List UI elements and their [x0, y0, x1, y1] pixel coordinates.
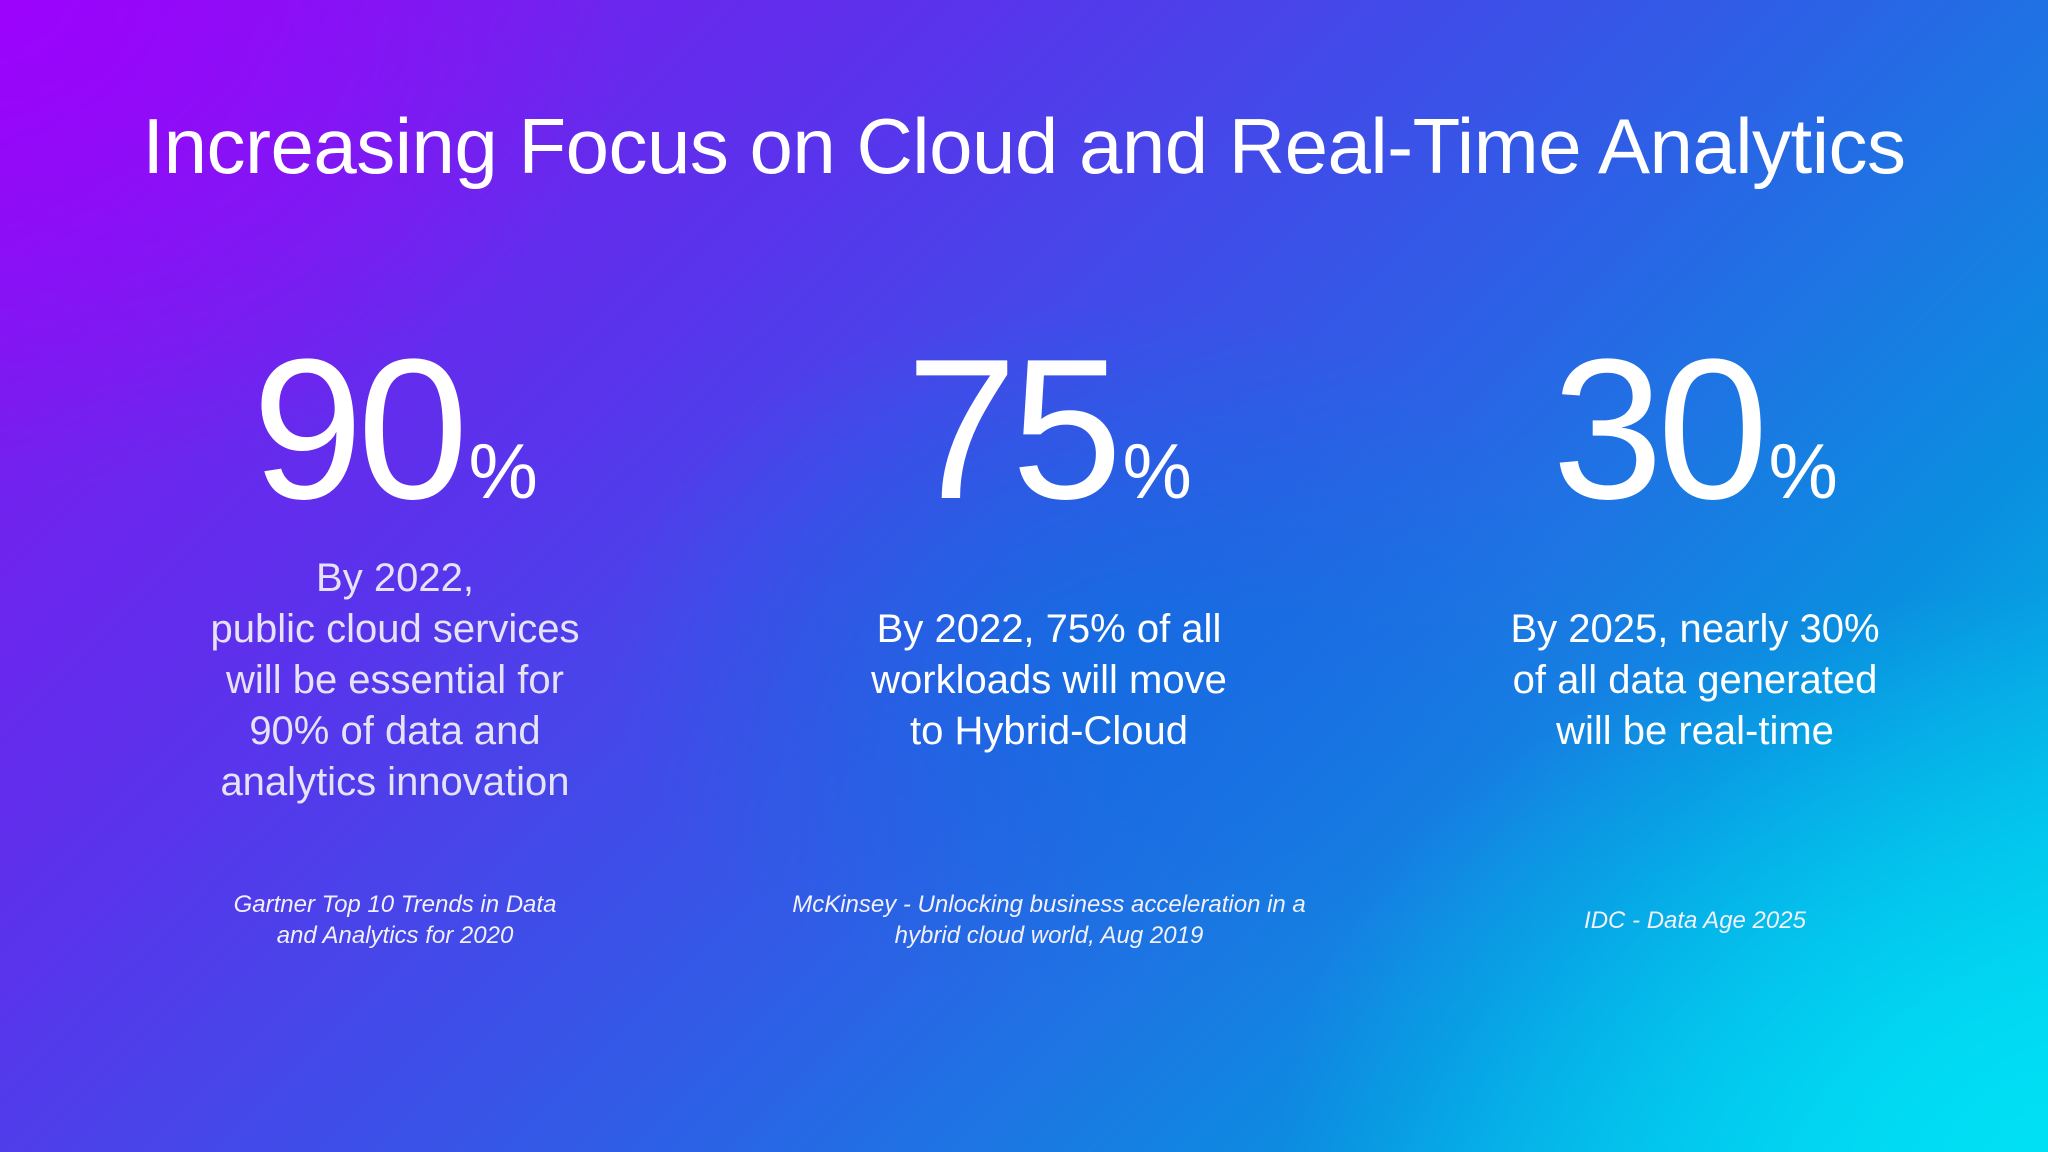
stat-number: 30: [1552, 318, 1768, 541]
stat-description: By 2022, 75% of all workloads will move …: [871, 606, 1227, 753]
stat-block-cloud-services: 90% By 2022, public cloud services will …: [115, 330, 675, 950]
stat-block-real-time-data: 30% By 2025, nearly 30% of all data gene…: [1415, 330, 1975, 934]
stat-description: By 2025, nearly 30% of all data generate…: [1510, 606, 1880, 753]
stat-block-hybrid-cloud: 75% By 2022, 75% of all workloads will m…: [769, 330, 1329, 950]
stat-percent-sign: %: [468, 427, 538, 515]
stat-figure: 90%: [115, 330, 675, 530]
stat-number: 75: [906, 318, 1122, 541]
stat-source: IDC - Data Age 2025: [1584, 906, 1806, 934]
stat-percent-sign: %: [1768, 427, 1838, 515]
stat-percent-sign: %: [1122, 427, 1192, 515]
stat-number: 90: [252, 318, 468, 541]
stat-figure: 75%: [769, 330, 1329, 530]
stat-figure: 30%: [1415, 330, 1975, 530]
slide-title: Increasing Focus on Cloud and Real-Time …: [142, 102, 1906, 190]
stat-source: McKinsey - Unlocking business accelerati…: [792, 891, 1306, 949]
stat-description: By 2022, public cloud services will be e…: [210, 555, 580, 804]
stat-source: Gartner Top 10 Trends in Data and Analyt…: [233, 891, 557, 949]
